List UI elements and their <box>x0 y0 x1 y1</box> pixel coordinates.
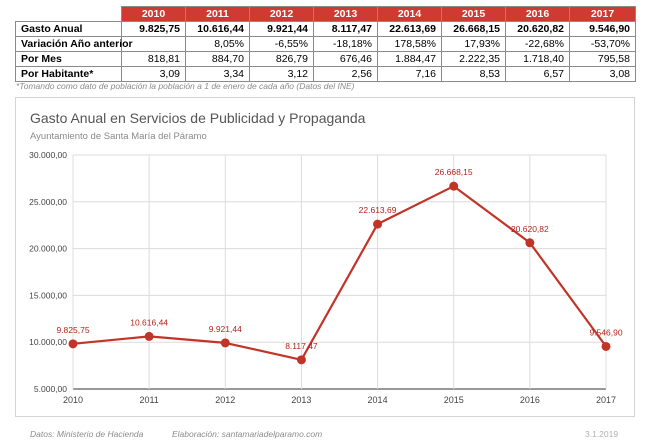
data-label: 9.546,90 <box>589 327 622 337</box>
table-cell: 8,53 <box>441 66 506 82</box>
y-tick-label: 15.000,00 <box>29 290 67 300</box>
x-tick-label: 2010 <box>63 395 83 405</box>
table-year-header: 2012 <box>249 6 314 22</box>
x-tick-label: 2014 <box>368 395 388 405</box>
x-tick-label: 2012 <box>215 395 235 405</box>
table-cell: 9.921,44 <box>249 21 314 37</box>
x-tick-label: 2017 <box>596 395 616 405</box>
data-point <box>296 355 306 365</box>
table-cell: 795,58 <box>569 51 636 67</box>
data-point <box>449 181 459 191</box>
x-tick-label: 2011 <box>139 395 158 405</box>
table-year-header: 2015 <box>441 6 506 22</box>
table-cell: 2.222,35 <box>441 51 506 67</box>
table-year-header: 2017 <box>569 6 636 22</box>
y-tick-label: 20.000,00 <box>29 244 67 254</box>
table-corner-cell <box>15 6 122 22</box>
line-chart: Gasto Anual en Servicios de Publicidad y… <box>29 110 623 405</box>
table-cell: -22,68% <box>505 36 570 52</box>
data-label: 20.620,82 <box>511 224 549 234</box>
table-row-label: Gasto Anual <box>15 21 122 37</box>
data-point <box>525 238 535 248</box>
table-cell: -6,55% <box>249 36 314 52</box>
y-tick-label: 5.000,00 <box>34 384 67 394</box>
table-cell: 3,09 <box>121 66 186 82</box>
table-year-header: 2014 <box>377 6 442 22</box>
data-label: 22.613,69 <box>359 205 397 215</box>
data-point <box>68 339 78 349</box>
data-label: 9.921,44 <box>209 324 242 334</box>
table-year-header: 2016 <box>505 6 570 22</box>
table-row: Por Mes 818,81 884,70 826,79 676,46 1.884,47 2… <box>15 51 636 67</box>
x-tick-label: 2016 <box>520 395 540 405</box>
table-cell: 9.825,75 <box>121 21 186 37</box>
table-cell: 3,08 <box>569 66 636 82</box>
table-row-label: Variación Año anterior <box>15 36 133 52</box>
table-cell: 178,58% <box>377 36 442 52</box>
table-row-label: Por Habitante* <box>15 66 122 82</box>
stats-table: 2010 2011 2012 2013 2014 2015 2016 2017 Gasto A… <box>15 6 636 82</box>
y-tick-label: 10.000,00 <box>29 337 67 347</box>
table-row: Gasto Anual 9.825,75 10.616,44 9.921,44 8.11… <box>15 21 636 37</box>
table-cell: 6,57 <box>505 66 570 82</box>
data-point <box>373 219 383 229</box>
table-year-header: 2010 <box>121 6 186 22</box>
table-row: Por Habitante* 3,09 3,34 3,12 2,56 7,16 8,53 6,… <box>15 66 636 82</box>
series-line <box>72 185 607 361</box>
x-tick-label: 2015 <box>444 395 464 405</box>
table-cell: 22.613,69 <box>377 21 442 37</box>
table-cell: 26.668,15 <box>441 21 506 37</box>
data-label: 26.668,15 <box>435 167 473 177</box>
footer: Datos: Ministerio de Hacienda Elaboració… <box>0 429 650 443</box>
data-point <box>220 338 230 348</box>
table-header-row: 2010 2011 2012 2013 2014 2015 2016 2017 <box>15 6 636 22</box>
table-cell: 8,05% <box>185 36 250 52</box>
table-year-header: 2011 <box>185 6 250 22</box>
table-cell: 10.616,44 <box>185 21 250 37</box>
footer-elaboration: Elaboración: santamariadelparamo.com <box>172 429 323 439</box>
data-point <box>601 341 611 351</box>
table-cell: 20.620,82 <box>505 21 570 37</box>
table-year-header: 2013 <box>313 6 378 22</box>
data-label: 8.117,47 <box>285 341 318 351</box>
table-cell: 7,16 <box>377 66 442 82</box>
table-cell: 2,56 <box>313 66 378 82</box>
footer-date: 3.1.2019 <box>585 429 619 439</box>
table-body: Gasto Anual 9.825,75 10.616,44 9.921,44 8.11… <box>15 21 636 82</box>
table-cell: 1.884,47 <box>377 51 442 67</box>
table-cell: 884,70 <box>185 51 250 67</box>
footer-source: Datos: Ministerio de Hacienda <box>30 429 144 439</box>
table-cell: 676,46 <box>313 51 378 67</box>
table-cell: 8.117,47 <box>313 21 378 37</box>
table-cell: -18,18% <box>313 36 378 52</box>
y-tick-label: 30.000,00 <box>29 150 67 160</box>
table-row-label: Por Mes <box>15 51 122 67</box>
table-cell: 17,93% <box>441 36 506 52</box>
table-cell: -53,70% <box>569 36 636 52</box>
chart-title: Gasto Anual en Servicios de Publicidad y… <box>30 110 366 126</box>
chart-frame: Gasto Anual en Servicios de Publicidad y… <box>15 97 635 417</box>
chart-subtitle: Ayuntamiento de Santa María del Páramo <box>30 131 207 142</box>
table-cell: 9.546,90 <box>569 21 636 37</box>
table-cell: 3,34 <box>185 66 250 82</box>
x-tick-label: 2013 <box>291 395 311 405</box>
data-label: 10.616,44 <box>130 317 168 327</box>
table-cell: 1.718,40 <box>505 51 570 67</box>
table-cell: 3,12 <box>249 66 314 82</box>
table-cell: 826,79 <box>249 51 314 67</box>
table-row: Variación Año anterior 8,05% -6,55% -18,18%… <box>15 36 636 52</box>
table-footnote: *Tomando como dato de población la pobla… <box>16 81 355 91</box>
y-tick-label: 25.000,00 <box>29 197 67 207</box>
data-point <box>144 331 154 341</box>
table-cell: 818,81 <box>121 51 186 67</box>
data-label: 9.825,75 <box>56 325 89 335</box>
